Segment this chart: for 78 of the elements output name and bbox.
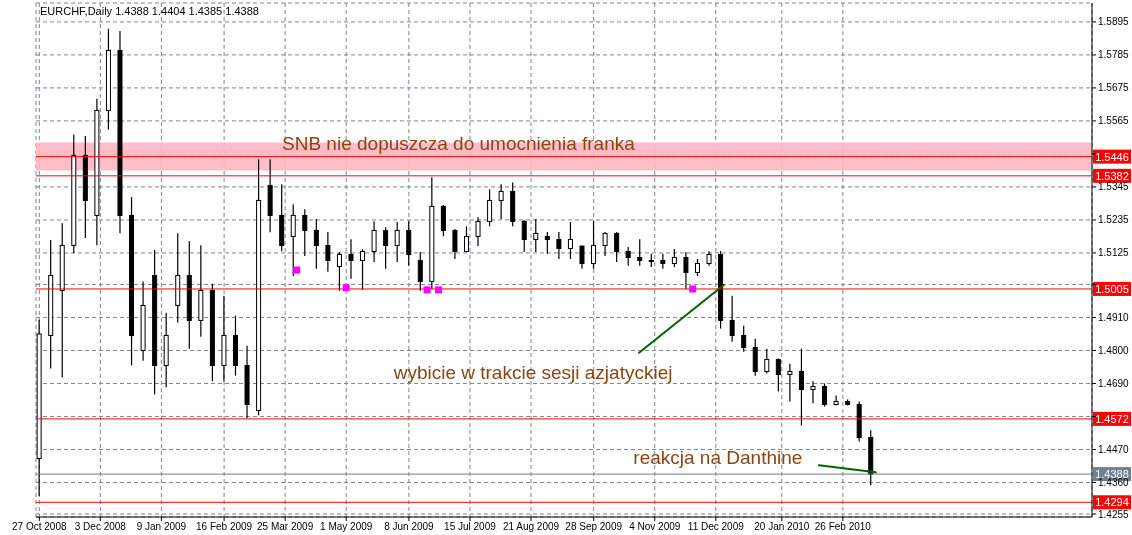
y-tick-label: 1.5345: [1098, 181, 1130, 193]
point: [293, 266, 301, 274]
point: [689, 285, 697, 293]
annotation: wybicie w trakcie sesji azjatyckiej: [392, 361, 673, 383]
candlestick: [394, 221, 400, 263]
y-tick-label: 1.5675: [1098, 82, 1130, 94]
y-tick-label: 1.4910: [1098, 312, 1130, 324]
x-tick-label: 4 Nov 2009: [629, 521, 681, 533]
candlestick: [787, 363, 793, 403]
candlestick: [752, 338, 758, 377]
candlestick: [556, 231, 562, 260]
candlestick: [764, 348, 770, 375]
y-tick-label: 1.5125: [1098, 247, 1130, 259]
candlestick: [452, 228, 458, 260]
y-tick-label: 1.5895: [1098, 16, 1130, 28]
candlestick: [463, 225, 469, 253]
y-tick-label: 1.4690: [1098, 378, 1130, 390]
point: [423, 286, 431, 294]
candlestick: [348, 238, 354, 280]
x-tick-label: 16 Feb 2009: [196, 521, 253, 533]
candlestick: [579, 245, 585, 270]
point: [342, 284, 350, 292]
chart-title: EURCHF,Daily 1.4388 1.4404 1.4385 1.4388: [40, 5, 259, 17]
candlestick: [440, 204, 446, 237]
x-tick-label: 8 Jun 2009: [384, 521, 435, 533]
y-tick-label: 1.4470: [1098, 444, 1130, 456]
x-tick-label: 26 Feb 2010: [814, 521, 872, 533]
ref-line-label: 1.4294: [1095, 496, 1129, 509]
ref-line-label: 1.5005: [1095, 282, 1129, 295]
candlestick: [325, 231, 331, 273]
ref-line-label: 1.5446: [1095, 150, 1129, 163]
candlestick: [602, 231, 608, 257]
ref-line-label: 1.4572: [1095, 412, 1129, 425]
candlestick: [371, 220, 377, 263]
candlestick: [521, 219, 527, 253]
x-tick-label: 20 Jan 2010: [754, 521, 810, 533]
candlestick: [591, 220, 597, 270]
x-tick-label: 27 Oct 2008: [12, 521, 67, 533]
y-tick-label: 1.4800: [1098, 345, 1130, 357]
candlestick: [313, 218, 319, 270]
x-tick-label: 3 Dec 2008: [74, 521, 127, 533]
point: [435, 286, 443, 294]
candlestick: [775, 357, 781, 393]
candlestick: [683, 251, 689, 290]
annotation: reakcja na Danthine: [633, 447, 803, 469]
candlestick: [614, 231, 620, 263]
candlestick: [671, 248, 677, 268]
y-tick-label: 1.5785: [1098, 49, 1130, 61]
x-tick-label: 11 Dec 2009: [687, 521, 745, 533]
x-tick-label: 15 Jul 2009: [444, 521, 497, 533]
candlestick: [498, 183, 504, 220]
candlestick: [533, 218, 539, 253]
candlestick: [487, 188, 493, 227]
candlestick: [544, 231, 550, 255]
candlestick: [729, 295, 735, 343]
x-tick-label: 21 Aug 2009: [502, 521, 560, 533]
x-tick-label: 9 Jan 2009: [136, 521, 187, 533]
candlestick: [625, 246, 631, 267]
x-tick-label: 1 May 2009: [320, 521, 373, 533]
candlestick: [475, 216, 481, 247]
candlestick: [741, 325, 747, 353]
ref-line-label: 1.4388: [1095, 468, 1129, 481]
candlestick: [383, 226, 389, 270]
y-tick-label: 1.4255: [1098, 508, 1130, 520]
candlestick: [833, 394, 839, 406]
candlestick: [360, 248, 366, 291]
candlestick: [567, 221, 573, 260]
candlestick: [810, 380, 816, 404]
x-tick-label: 28 Sep 2009: [565, 521, 623, 533]
candlestick: [822, 382, 828, 408]
candlestick: [798, 348, 804, 427]
band-label: SNB nie dopuszcza do umocnienia franka: [282, 132, 636, 154]
x-tick-label: 25 Mar 2009: [257, 521, 314, 533]
candlestick: [302, 208, 308, 257]
ref-line-label: 1.5382: [1095, 169, 1129, 182]
y-tick-label: 1.5565: [1098, 115, 1130, 127]
candlestick: [637, 238, 643, 267]
y-tick-label: 1.5235: [1098, 214, 1130, 226]
